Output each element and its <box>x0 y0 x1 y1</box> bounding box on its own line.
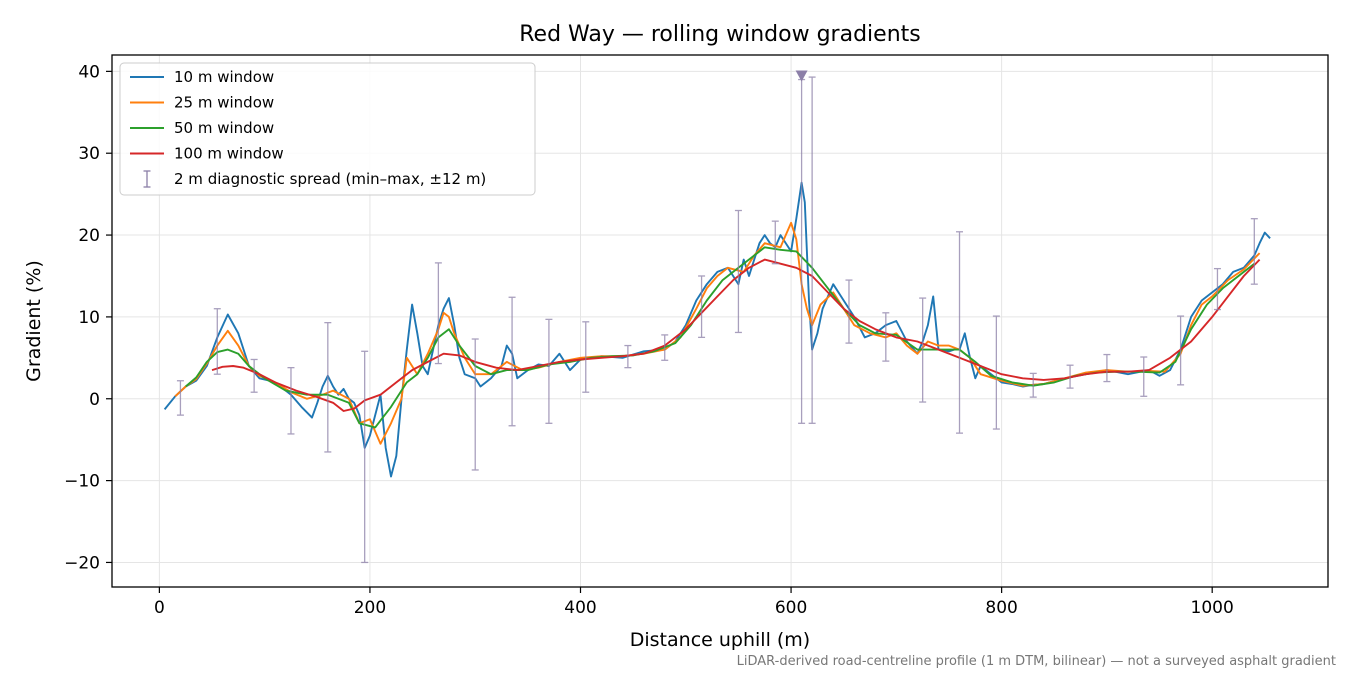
spread-bar <box>545 318 553 424</box>
spread-bar <box>808 76 816 424</box>
spread-bar <box>324 321 332 453</box>
y-axis-ticks: −20 −10 0 10 20 30 40 <box>64 62 112 573</box>
spread-bar <box>1029 372 1037 398</box>
spread-bar <box>698 275 706 339</box>
legend-label: 2 m diagnostic spread (min–max, ±12 m) <box>174 170 486 188</box>
spread-bar <box>992 315 1000 430</box>
spread-bar <box>361 350 369 564</box>
x-tick-label: 1000 <box>1191 598 1234 618</box>
y-tick-label: −20 <box>64 553 100 573</box>
spread-bar <box>1177 315 1185 386</box>
spread-bar <box>734 209 742 334</box>
spread-bar <box>919 297 927 403</box>
spread-bar <box>471 338 479 471</box>
x-axis-ticks: 0 200 400 600 800 1000 <box>154 587 1234 618</box>
spread-bar <box>1066 364 1074 389</box>
spread-bar <box>287 367 295 435</box>
x-tick-label: 600 <box>775 598 807 618</box>
spread-bar <box>1250 218 1258 285</box>
spread-bar <box>1140 356 1148 397</box>
y-tick-label: 30 <box>78 144 100 164</box>
legend: 10 m window 25 m window 50 m window 100 m w… <box>119 62 536 196</box>
legend-label: 10 m window <box>174 68 274 86</box>
x-tick-label: 0 <box>154 598 165 618</box>
legend-box <box>119 62 536 196</box>
spread-bar <box>1213 267 1221 311</box>
chart-title: Red Way — rolling window gradients <box>519 22 920 47</box>
footnote: LiDAR-derived road-centreline profile (1… <box>737 654 1336 669</box>
series-line-4 <box>211 258 1261 412</box>
y-tick-label: −10 <box>64 472 100 492</box>
legend-label: 25 m window <box>174 94 274 112</box>
diagnostic-spread <box>176 76 1258 564</box>
legend-label: 50 m window <box>174 119 274 137</box>
y-tick-label: 10 <box>78 308 100 328</box>
x-tick-label: 200 <box>354 598 386 618</box>
spread-bar <box>882 312 890 362</box>
x-tick-label: 400 <box>564 598 596 618</box>
y-axis-label: Gradient (%) <box>23 260 45 382</box>
y-tick-label: 20 <box>78 226 100 246</box>
y-tick-label: 40 <box>78 62 100 82</box>
spread-bar <box>213 308 221 375</box>
spread-bar <box>956 231 964 434</box>
legend-spread-swatch <box>143 170 151 188</box>
y-tick-label: 0 <box>89 390 100 410</box>
x-tick-label: 800 <box>985 598 1017 618</box>
spread-bar <box>1103 353 1111 383</box>
peak-marker-group <box>795 70 808 82</box>
spread-bar <box>250 358 258 393</box>
plot-frame <box>111 54 1329 588</box>
legend-label: 100 m window <box>174 145 284 163</box>
spread-bar <box>508 296 516 427</box>
x-axis-label: Distance uphill (m) <box>630 629 810 651</box>
spread-bar <box>771 220 779 265</box>
spread-bar <box>176 380 184 416</box>
spread-bar <box>582 321 590 393</box>
spread-bar <box>434 262 442 365</box>
spread-bar <box>845 279 853 344</box>
spread-bar <box>624 344 632 369</box>
spread-bar <box>661 334 669 361</box>
peak-marker <box>795 70 808 82</box>
